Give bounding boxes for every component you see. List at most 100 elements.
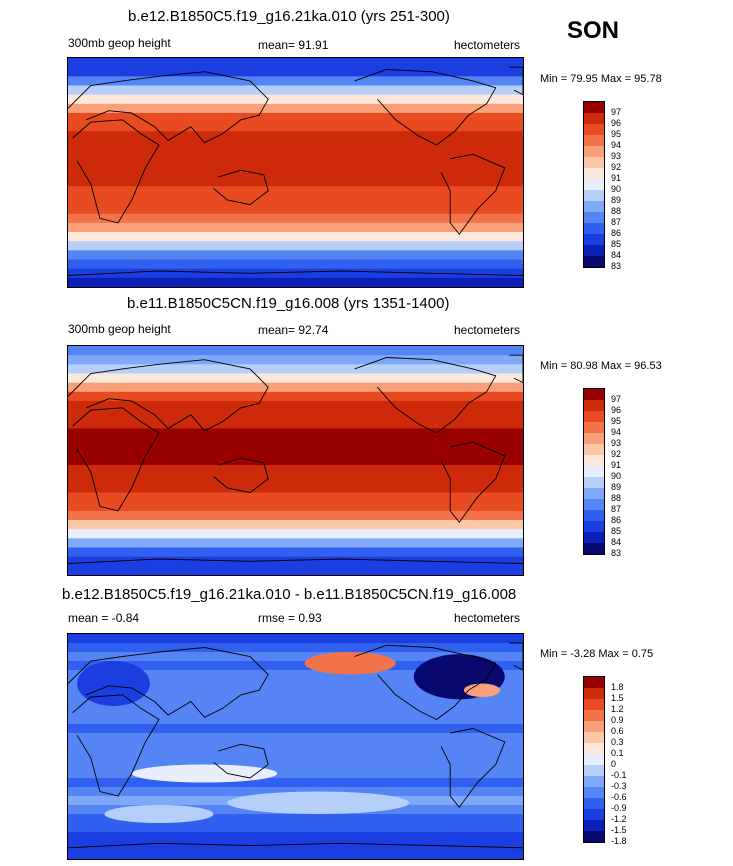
- latitude-band: [68, 446, 523, 457]
- colorbar-label: 84: [611, 537, 622, 547]
- coastline: [509, 642, 523, 671]
- colorbar-swatch: [584, 455, 604, 466]
- season-label: SON: [567, 17, 620, 44]
- colorbar-swatch: [584, 245, 604, 256]
- latitude-band: [68, 483, 523, 494]
- colorbar-label: 0: [611, 759, 617, 769]
- latitude-band: [68, 841, 523, 851]
- coastline: [68, 558, 523, 564]
- latitude-band: [68, 259, 523, 270]
- colorbar-label: 85: [611, 526, 622, 536]
- latitude-band: [68, 177, 523, 187]
- latitude-band: [68, 634, 523, 644]
- colorbar-swatch: [584, 787, 604, 798]
- latitude-band: [68, 346, 523, 356]
- coastline: [213, 169, 269, 206]
- colorbar-label: 88: [611, 493, 622, 503]
- colorbar-swatch: [584, 765, 604, 776]
- latitude-band: [68, 547, 523, 558]
- latitude-band: [68, 112, 523, 123]
- colorbar-swatch: [584, 543, 604, 554]
- colorbar-label: 83: [611, 261, 622, 271]
- colorbar-swatch: [584, 776, 604, 787]
- map-field: [68, 58, 523, 287]
- colorbar-box: [583, 676, 605, 843]
- colorbar-label: 1.5: [611, 693, 624, 703]
- colorbar-swatch: [584, 389, 604, 400]
- colorbar-swatch: [584, 146, 604, 157]
- latitude-band: [68, 103, 523, 114]
- latitude-band: [68, 268, 523, 279]
- panel1-map-plot: [68, 58, 523, 287]
- panel2-units: hectometers: [454, 323, 521, 337]
- coastline: [68, 359, 269, 432]
- colorbar-label: -0.3: [611, 781, 627, 791]
- latitude-band: [68, 778, 523, 788]
- colorbar-label: 1.2: [611, 704, 624, 714]
- colorbar-swatch: [584, 532, 604, 543]
- colorbar-label: 92: [611, 449, 622, 459]
- colorbar-swatch: [584, 157, 604, 168]
- latitude-band: [68, 167, 523, 178]
- coastline: [354, 644, 497, 721]
- panel1-mean: mean= 91.91: [258, 38, 329, 52]
- coastline: [440, 441, 506, 524]
- latitude-band: [68, 556, 523, 567]
- colorbar-label: 0.3: [611, 737, 624, 747]
- panel1-minmax: Min = 79.95 Max = 95.78: [540, 73, 662, 85]
- colorbar-swatch: [584, 422, 604, 433]
- latitude-band: [68, 232, 523, 242]
- coastline: [213, 457, 269, 494]
- latitude-band: [68, 832, 523, 842]
- latitude-band: [68, 474, 523, 484]
- latitude-band: [68, 428, 523, 439]
- colorbar-label: 84: [611, 250, 622, 260]
- coastline: [440, 728, 506, 809]
- latitude-band: [68, 355, 523, 365]
- latitude-band: [68, 661, 523, 671]
- colorbar-swatch: [584, 732, 604, 743]
- colorbar-label: 91: [611, 173, 622, 183]
- coastline: [68, 647, 269, 718]
- colorbar-label: 93: [611, 438, 622, 448]
- latitude-band: [68, 529, 523, 539]
- colorbar-swatch: [584, 688, 604, 699]
- latitude-band: [68, 410, 523, 420]
- colorbar-swatch: [584, 499, 604, 510]
- latitude-band: [68, 94, 523, 105]
- latitude-band: [68, 688, 523, 698]
- latitude-band: [68, 492, 523, 503]
- colorbar-swatch: [584, 433, 604, 444]
- latitude-band: [68, 501, 523, 512]
- colorbar-label: -0.1: [611, 770, 627, 780]
- colorbar-label: 90: [611, 184, 622, 194]
- latitude-band: [68, 565, 523, 575]
- colorbar-label: 86: [611, 228, 622, 238]
- colorbar-swatch: [584, 400, 604, 411]
- coastline: [68, 71, 269, 144]
- colorbar-swatch: [584, 124, 604, 135]
- colorbar-box: [583, 101, 605, 268]
- colorbar-swatch: [584, 201, 604, 212]
- latitude-band: [68, 186, 523, 196]
- colorbar-label: 0.6: [611, 726, 624, 736]
- panel3-mean: mean = -0.84: [68, 611, 140, 625]
- latitude-band: [68, 520, 523, 530]
- colorbar-label: -1.5: [611, 825, 627, 835]
- anomaly-region: [227, 791, 410, 814]
- colorbar-label: 96: [611, 118, 622, 128]
- latitude-band: [68, 751, 523, 761]
- colorbar-label: -1.8: [611, 836, 627, 846]
- anomaly-region: [104, 805, 214, 823]
- colorbar-swatch: [584, 809, 604, 820]
- latitude-band: [68, 419, 523, 430]
- anomaly-region: [463, 683, 501, 697]
- colorbar-label: 85: [611, 239, 622, 249]
- latitude-band: [68, 679, 523, 689]
- latitude-band: [68, 706, 523, 716]
- panel2-title: b.e11.B1850C5CN.f19_g16.008 (yrs 1351-14…: [127, 295, 450, 312]
- panel1-title: b.e12.B1850C5.f19_g16.21ka.010 (yrs 251-…: [128, 8, 450, 25]
- colorbar-swatch: [584, 190, 604, 201]
- latitude-band: [68, 277, 523, 287]
- coastline: [509, 354, 523, 384]
